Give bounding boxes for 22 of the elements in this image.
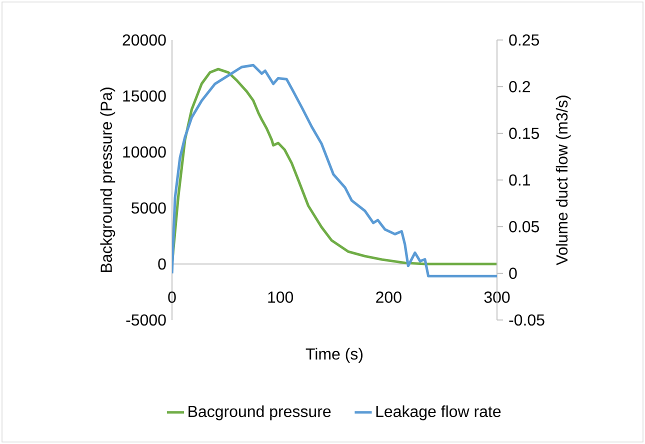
y-tick-label: -5000 [126,314,166,326]
y-tick-label: 5000 [132,202,166,214]
y-tick-label: 15000 [123,90,166,102]
x-tick-label: 100 [268,292,294,303]
y-tick-label: 10000 [123,146,166,158]
y2-tick-label: 0.25 [509,34,539,46]
x-tick-label: 300 [484,292,510,303]
x-axis-title: Time (s) [306,348,363,363]
y2-tick-label: -0.05 [509,314,544,326]
legend-label: Bacground pressure [188,405,331,420]
x-tick-label: 0 [168,292,176,303]
x-tick-label: 200 [376,292,402,303]
y-axis-title: Background pressure (Pa) [100,88,116,272]
y2-tick-label: 0.15 [509,128,539,139]
legend-label: Leakage flow rate [376,405,501,420]
y2-tick-label: 0 [509,268,517,279]
y2-tick-label: 0.05 [509,221,539,232]
y2-tick-label: 0.2 [509,81,530,92]
y-tick-label: 20000 [122,34,166,46]
y2-axis-title: Volume duct flow (m3/s) [556,96,571,266]
y-tick-label: 0 [158,258,166,270]
y2-tick-label: 0.1 [509,174,530,186]
